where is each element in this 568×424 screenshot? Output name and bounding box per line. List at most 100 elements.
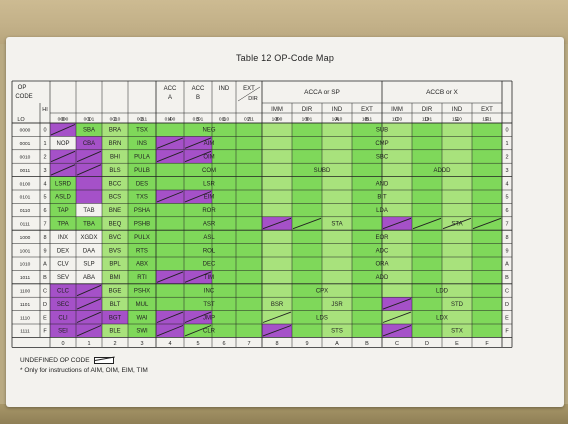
opcode-cell: BEQ <box>109 222 122 228</box>
opcode-cell: ABA <box>83 275 95 281</box>
row-binary: 0101 <box>20 195 31 201</box>
row-binary: 1010 <box>20 262 31 268</box>
row-hex-right: 2 <box>505 155 508 161</box>
opcode-cell: PSHB <box>134 222 150 228</box>
undefined-slash <box>262 325 292 337</box>
opcode-cell: TBA <box>83 222 95 228</box>
col-hex: 8 <box>275 117 278 123</box>
row-hex-right: 7 <box>505 222 508 228</box>
row-binary: 0100 <box>20 181 31 187</box>
row-hex: 3 <box>43 168 46 174</box>
col-hex: 5 <box>196 117 199 123</box>
opcode-span: JSR <box>331 302 343 308</box>
opcode-span: AIM <box>204 141 215 147</box>
opcode-cell: BRA <box>109 128 121 134</box>
opcode-span: NEG <box>202 128 215 134</box>
opcode-cell: TPA <box>57 222 68 228</box>
purple-cell <box>76 176 102 190</box>
row-binary: 1110 <box>20 315 30 321</box>
opcode-span: STS <box>331 329 343 335</box>
col-hex-bottom: A <box>335 341 339 347</box>
row-hex: 1 <box>43 141 46 147</box>
opcode-span: STD <box>451 302 464 308</box>
group-header: ACC <box>164 86 177 92</box>
opcode-cell: INS <box>137 141 147 147</box>
opcode-span: OIM <box>203 155 214 161</box>
col-binary: 0000 <box>58 117 69 123</box>
purple-cell <box>76 190 102 204</box>
opcode-span: LDA <box>376 208 388 214</box>
row-hex-right: B <box>505 275 509 281</box>
col-hex: B <box>365 117 369 123</box>
opcode-cell: PSHX <box>134 289 150 295</box>
opcode-span: AND <box>376 181 389 187</box>
row-hex-right: 3 <box>505 168 508 174</box>
undefined-slash <box>184 271 212 283</box>
col-hex-bottom: F <box>485 341 489 347</box>
opcode-cell: BMI <box>110 275 121 281</box>
row-hex-right: D <box>505 302 509 308</box>
row-hex-right: 8 <box>505 235 508 241</box>
opcode-cell: BLE <box>109 329 120 335</box>
col-binary: 1011 <box>362 117 373 123</box>
col-hex-bottom: 6 <box>222 341 225 347</box>
purple-cell <box>50 283 76 298</box>
opcode-span: TIM <box>204 275 214 281</box>
opcode-cell: NOP <box>56 141 69 147</box>
row-binary: 1011 <box>20 275 31 281</box>
col-binary: 0110 <box>219 117 230 123</box>
opcode-cell: TSX <box>136 128 148 134</box>
undefined-slash <box>184 137 212 149</box>
opcode-cell: BLT <box>110 302 121 308</box>
opcode-span: LDS <box>316 315 328 321</box>
undefined-slash <box>156 271 184 283</box>
row-hex-right: 6 <box>505 208 508 214</box>
opcode-span: ASR <box>203 222 216 228</box>
col-hex-bottom: E <box>455 341 459 347</box>
col-hex: C <box>395 117 399 123</box>
col-hex: 1 <box>87 117 90 123</box>
undefined-slash <box>50 164 76 176</box>
col-hex-bottom: C <box>395 341 399 347</box>
legend-label: UNDEFINED OP CODE <box>20 357 90 364</box>
mode-header: EXT <box>481 107 493 113</box>
row-binary: 0110 <box>20 208 31 214</box>
opcode-cell: BCC <box>109 181 122 187</box>
purple-cell <box>50 310 76 324</box>
opcode-cell: RTS <box>136 248 148 254</box>
row-hex: 4 <box>43 181 46 187</box>
row-hex: B <box>43 275 47 281</box>
opcode-span: STX <box>451 329 463 335</box>
mode-header: IND <box>332 107 343 113</box>
col-hex-bottom: 7 <box>247 341 250 347</box>
opcode-span: ROR <box>202 208 216 214</box>
row-binary: 1000 <box>20 235 31 241</box>
undefined-slash <box>156 325 184 337</box>
col-hex-bottom: 8 <box>275 341 278 347</box>
row-hex-right: F <box>505 329 509 335</box>
purple-cell <box>50 324 76 338</box>
col-binary: 1000 <box>272 117 283 123</box>
opcode-cell: SBA <box>83 128 95 134</box>
opcode-span: DEC <box>203 262 216 268</box>
opcode-cell: BLS <box>109 168 120 174</box>
opcode-card: Table 12 OP-Code Map OP CODE HI LO ACC A ACC B I… <box>6 37 564 407</box>
opcode-cell: SWI <box>136 329 148 335</box>
undefined-slash <box>412 217 442 230</box>
opcode-span: ASL <box>203 235 215 241</box>
corner-hi: HI <box>42 107 48 113</box>
col-hex: 3 <box>140 117 143 123</box>
opcode-cell: LSRD <box>55 181 72 187</box>
row-binary: 0000 <box>20 128 31 134</box>
undefined-slash <box>382 217 412 230</box>
opcode-span: TST <box>203 302 215 308</box>
corner-code: CODE <box>15 94 32 100</box>
opcode-cell: BNE <box>109 208 121 214</box>
corner-lo: LO <box>17 117 25 123</box>
footnote: * Only for instructions of AIM, OIM, EIM… <box>20 367 148 374</box>
col-binary: 1111 <box>482 117 492 123</box>
opcode-cell: BPL <box>109 262 121 268</box>
col-hex: 9 <box>305 117 308 123</box>
col-hex: E <box>455 117 459 123</box>
